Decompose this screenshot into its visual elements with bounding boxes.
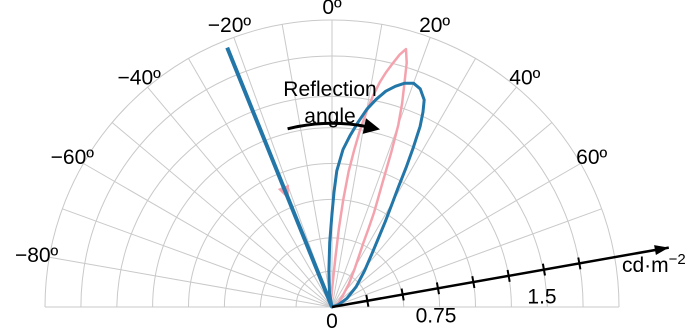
polar-grid <box>44 19 620 308</box>
series-blue <box>225 46 426 309</box>
series-pink-curve <box>328 47 408 309</box>
annotation-arrowhead <box>362 118 380 134</box>
series-layer <box>225 46 426 309</box>
grid-ring <box>188 163 476 308</box>
series-blue-curve <box>327 81 426 309</box>
angle-label: 40º <box>509 66 540 89</box>
radial-axis-tick <box>400 288 405 301</box>
radial-axis-tick <box>435 282 440 295</box>
radial-unit-label: cd·m−2 <box>622 251 686 277</box>
reflection-annotation: Reflection angle <box>283 78 380 134</box>
radial-axis-line <box>331 246 670 309</box>
unit-label-group: cd·m−2 0 <box>326 251 686 330</box>
grid-ring <box>295 270 369 308</box>
angle-label: −40º <box>118 66 162 89</box>
radial-axis-tick <box>365 294 370 307</box>
radial-axis-tick <box>541 263 546 276</box>
radial-unit-text: cd·m <box>622 254 669 277</box>
radial-unit-exponent: −2 <box>669 251 686 268</box>
radial-axis-tick <box>471 276 476 289</box>
grid-ring <box>259 237 405 308</box>
angle-label: 60º <box>576 146 607 169</box>
angle-labels: −80º −60º −40º −20º 0º 20º 40º 60º <box>15 0 608 267</box>
angle-label: −80º <box>15 244 59 267</box>
series-blue-incident-line <box>225 46 334 308</box>
grid-ring <box>44 19 620 308</box>
radial-axis-tick <box>506 269 511 282</box>
grid-ring <box>116 95 548 308</box>
radial-axis-tick <box>577 257 582 270</box>
grid-ring <box>152 127 512 308</box>
angle-label: −60º <box>51 146 95 169</box>
radial-axis-arrowhead <box>654 245 669 255</box>
angle-label: 20º <box>419 14 450 37</box>
radial-tick-label: 1.5 <box>527 286 556 309</box>
annotation-arrow-arc <box>287 121 371 131</box>
radial-origin-label: 0 <box>326 310 338 330</box>
angle-label: 0º <box>322 0 342 19</box>
grid-ring <box>80 55 584 308</box>
annotation-text-line1: Reflection <box>283 78 376 101</box>
radial-axis: 0.75 1.5 <box>331 245 670 327</box>
angle-label: −20º <box>208 14 252 37</box>
radial-tick-label: 0.75 <box>416 304 457 327</box>
